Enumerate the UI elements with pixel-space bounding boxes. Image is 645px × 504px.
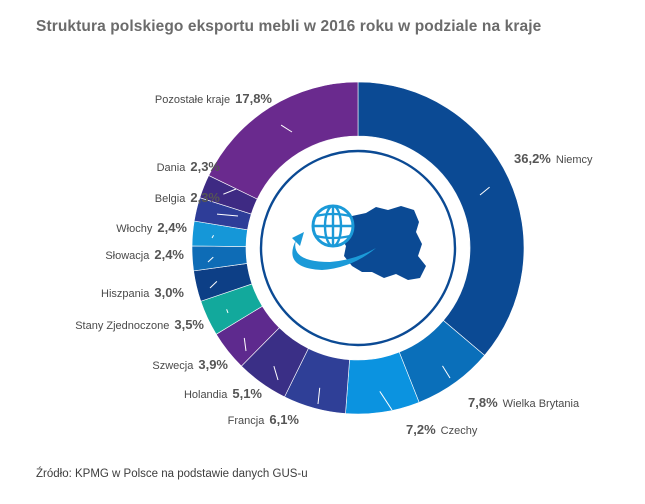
- slice-label-name: Francja: [228, 415, 266, 427]
- slice-label: 7,8% Wielka Brytania: [468, 395, 580, 410]
- slice-label-name: Wielka Brytania: [503, 398, 580, 410]
- slice-label: 36,2% Niemcy: [514, 151, 593, 166]
- leader-line: [442, 365, 451, 379]
- slice-label: Belgia 2,3%: [155, 190, 221, 205]
- leader-line: [223, 188, 237, 195]
- slice-label-name: Włochy: [116, 223, 153, 235]
- leader-line: [207, 256, 214, 263]
- slice-label-value: 3,9%: [198, 357, 228, 372]
- slice-label-name: Belgia: [155, 193, 186, 205]
- slice-label-value: 7,8%: [468, 395, 498, 410]
- slice-label: Pozostałe kraje 17,8%: [155, 91, 273, 106]
- leader-line: [243, 337, 247, 352]
- slice-label-name: Pozostałe kraje: [155, 94, 230, 106]
- slice-label-name: Czechy: [441, 425, 478, 437]
- slice-label: Francja 6,1%: [228, 412, 300, 427]
- slice-label: Hiszpania 3,0%: [101, 285, 184, 300]
- leader-line: [379, 391, 393, 411]
- slice-label-name: Hiszpania: [101, 288, 150, 300]
- slice-label-name: Szwecja: [152, 360, 194, 372]
- slice-label: Dania 2,3%: [157, 159, 221, 174]
- center-badge: [259, 149, 457, 347]
- slice-label-value: 2,3%: [190, 190, 220, 205]
- leader-line: [273, 365, 279, 381]
- slice-label-name: Niemcy: [556, 154, 593, 166]
- slice-label-name: Dania: [157, 162, 187, 174]
- slice-label-value: 6,1%: [269, 412, 299, 427]
- slice-label-name: Słowacja: [105, 250, 150, 262]
- slice-label-value: 17,8%: [235, 91, 272, 106]
- donut-slices: [191, 81, 525, 415]
- slice-label-value: 2,3%: [190, 159, 220, 174]
- slice-label-value: 5,1%: [232, 386, 262, 401]
- globe-and-poland-map-icon: [292, 204, 426, 280]
- leader-line: [226, 309, 229, 314]
- slice-label-value: 7,2%: [406, 422, 436, 437]
- slice-label: Słowacja 2,4%: [105, 247, 184, 262]
- slice-label: Holandia 5,1%: [184, 386, 262, 401]
- slice-label-value: 36,2%: [514, 151, 551, 166]
- slice-label-value: 2,4%: [154, 247, 184, 262]
- slice-labels: 36,2% Niemcy 7,8% Wielka Brytania 7,2% Czechy…: [75, 91, 593, 437]
- slice-label: 7,2% Czechy: [406, 422, 478, 437]
- leader-line: [211, 235, 214, 239]
- leader-line: [317, 387, 321, 405]
- slice-label-value: 3,0%: [154, 285, 184, 300]
- leader-lines: [207, 124, 490, 411]
- source-note: Źródło: KPMG w Polsce na podstawie danyc…: [36, 468, 308, 480]
- leader-line: [479, 186, 490, 196]
- slice-niemcy: [357, 81, 525, 356]
- slice-label: Stany Zjednoczone 3,5%: [75, 317, 204, 332]
- leader-line: [280, 124, 293, 133]
- leader-line: [209, 281, 218, 289]
- slice-label: Włochy 2,4%: [116, 220, 187, 235]
- slice-pozostałe-kraje: [208, 81, 359, 200]
- chart-title: Struktura polskiego eksportu mebli w 201…: [36, 18, 542, 35]
- slice-label-value: 3,5%: [174, 317, 204, 332]
- slice-label: Szwecja 3,9%: [152, 357, 228, 372]
- leader-line: [216, 213, 239, 217]
- slice-label-name: Stany Zjednoczone: [75, 320, 169, 332]
- slice-label-name: Holandia: [184, 389, 228, 401]
- slice-label-value: 2,4%: [157, 220, 187, 235]
